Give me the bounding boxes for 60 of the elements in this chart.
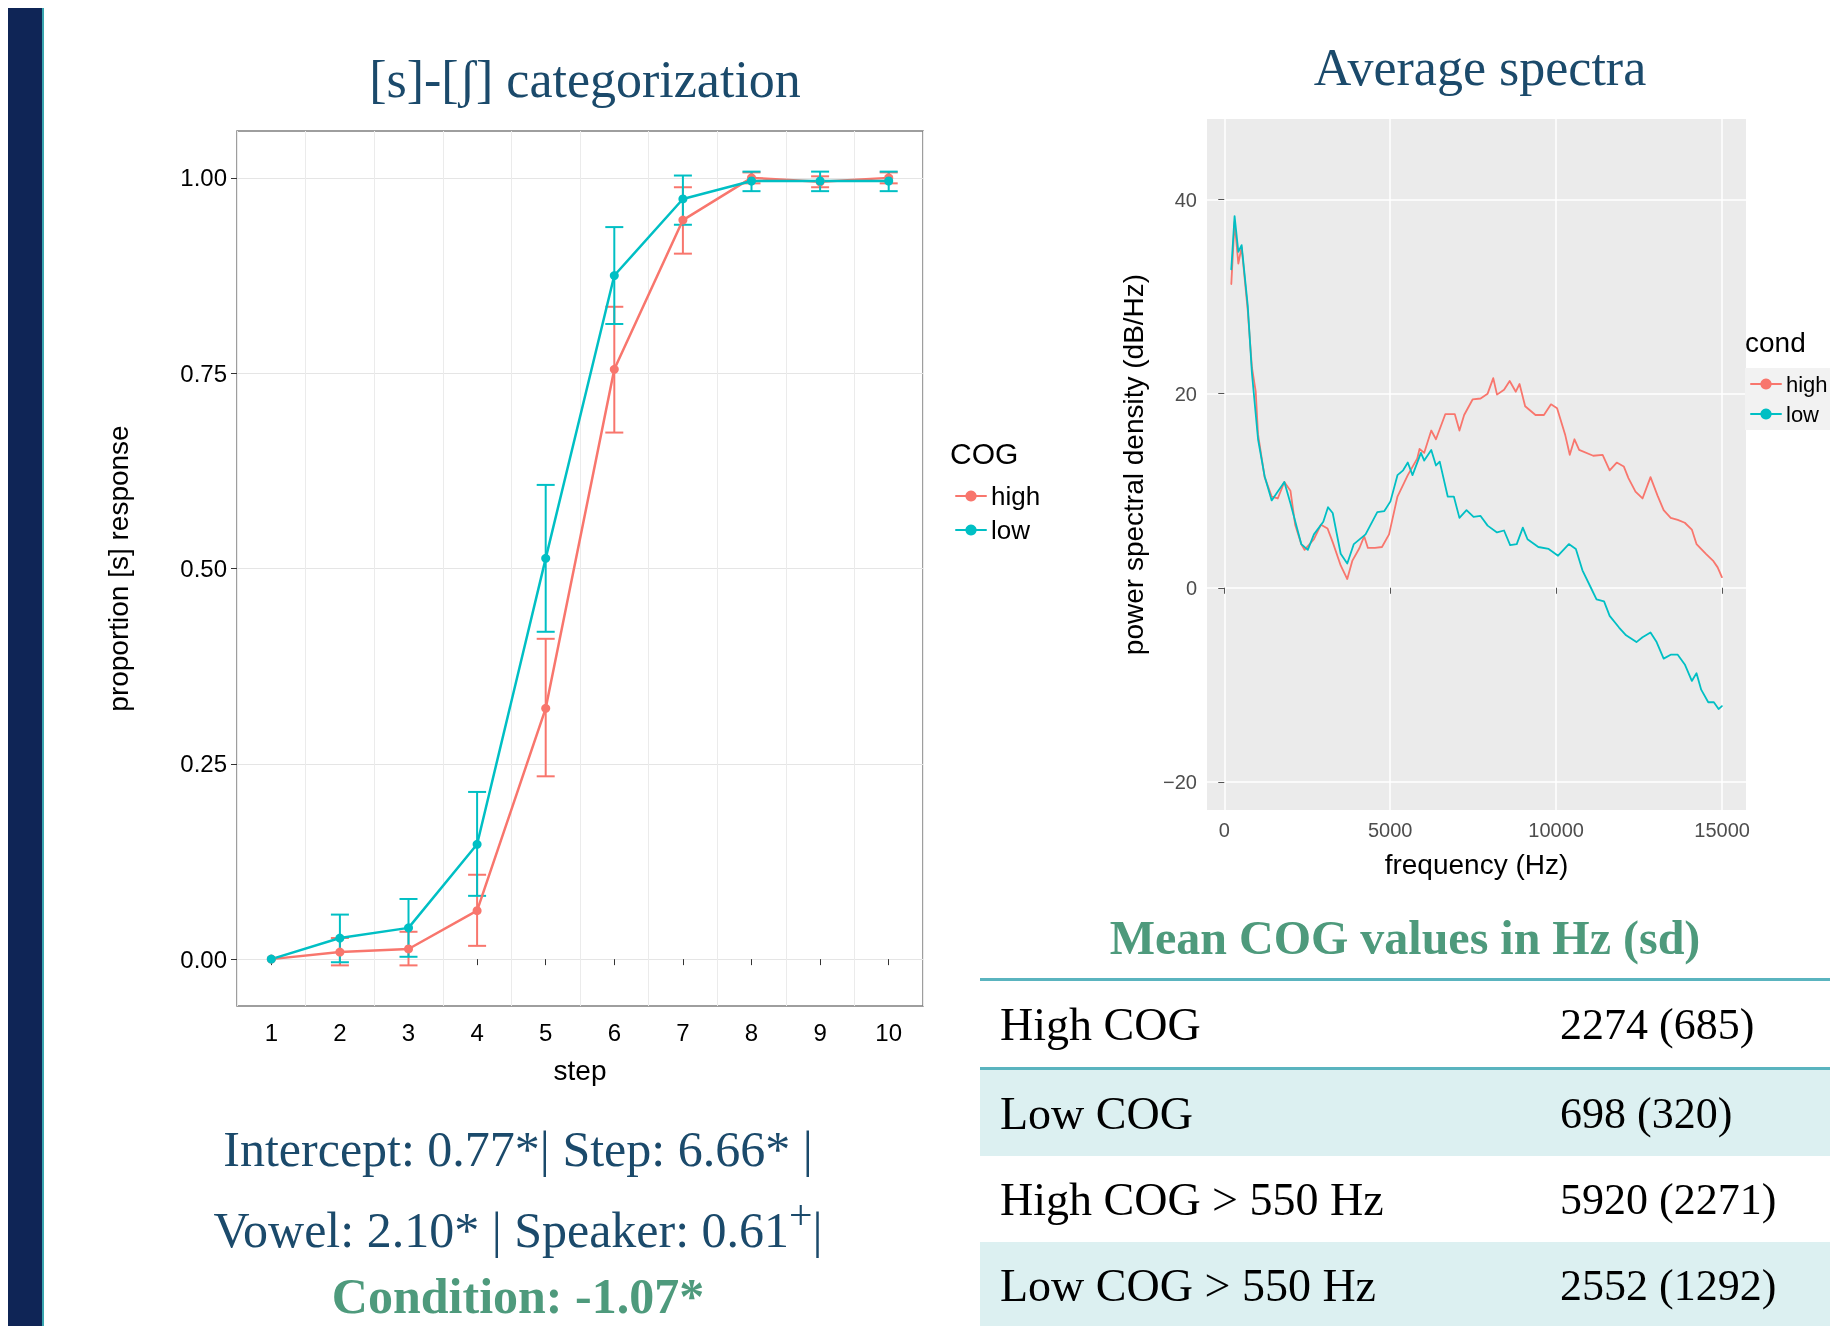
- y-tick-label: 20: [1174, 382, 1197, 405]
- point: [472, 839, 482, 849]
- point: [335, 933, 345, 943]
- x-tick-label: 8: [744, 1018, 759, 1046]
- x-axis-title: step: [553, 1054, 607, 1086]
- text: Mean COG values in Hz (sd): [1108, 910, 1702, 967]
- text: 2552 (1292): [1560, 1259, 1777, 1311]
- point: [678, 215, 688, 225]
- legend-label: low: [991, 515, 1031, 545]
- x-tick-label: 3: [401, 1018, 416, 1046]
- legend-label: high: [991, 481, 1041, 511]
- text: Intercept: 0.77*| Step: 6.66* |: [222, 1120, 814, 1179]
- x-tick-label: 9: [813, 1018, 827, 1046]
- text: Low COG: [999, 1086, 1194, 1140]
- x-tick-label: 5000: [1367, 819, 1413, 841]
- point: [472, 906, 482, 916]
- legend-label: low: [1786, 401, 1820, 427]
- point: [541, 553, 551, 563]
- text: 5920 (2271): [1560, 1173, 1777, 1225]
- y-tick-label: 40: [1174, 188, 1197, 211]
- point: [609, 364, 619, 374]
- legend-title: COG: [950, 436, 1019, 470]
- x-tick-label: 7: [676, 1018, 690, 1046]
- x-tick-label: 5: [539, 1018, 553, 1046]
- point: [609, 271, 619, 281]
- point: [678, 194, 688, 204]
- legend-title: cond: [1745, 326, 1806, 358]
- y-tick-label: −20: [1163, 770, 1197, 793]
- y-axis-title: power spectral density (dB/Hz): [1117, 273, 1149, 656]
- text: Vowel: 2.10* | Speaker: 0.61$^{+}$|: [212, 1191, 824, 1260]
- chart-title: Average spectra: [1313, 38, 1647, 96]
- x-tick-label: 1: [264, 1018, 278, 1046]
- text: Low COG > 550 Hz: [999, 1258, 1378, 1312]
- line-series: [1230, 215, 1723, 710]
- x-tick-label: 4: [470, 1018, 484, 1046]
- y-tick-label: 0.00: [180, 945, 227, 973]
- x-tick-label: 6: [607, 1018, 621, 1046]
- point: [404, 944, 413, 954]
- y-tick-label: 0.50: [180, 555, 227, 582]
- x-tick-label: 10: [875, 1018, 903, 1046]
- text: Condition: -1.07*: [330, 1266, 706, 1326]
- text: 2274 (685): [1560, 998, 1755, 1050]
- x-tick-label: 15000: [1694, 819, 1750, 841]
- y-tick-label: 0.25: [180, 750, 227, 778]
- x-tick-label: 10000: [1528, 819, 1584, 841]
- x-axis-title: frequency (Hz): [1384, 848, 1569, 880]
- text: High COG > 550 Hz: [999, 1172, 1385, 1226]
- y-tick-label: 0: [1185, 576, 1197, 599]
- y-tick-label: 1.00: [180, 164, 227, 192]
- text: 698 (320): [1560, 1087, 1733, 1139]
- chart-title: [s]-[ʃ] categorization: [369, 50, 801, 108]
- x-tick-label: 2: [333, 1018, 347, 1046]
- text: High COG: [999, 997, 1202, 1051]
- point: [404, 923, 413, 933]
- point: [335, 947, 345, 957]
- y-tick-label: 0.75: [180, 359, 227, 387]
- point: [541, 703, 551, 713]
- legend-label: high: [1786, 371, 1828, 397]
- x-tick-label: 0: [1218, 819, 1230, 841]
- y-axis-title: proportion [s] response: [102, 425, 134, 712]
